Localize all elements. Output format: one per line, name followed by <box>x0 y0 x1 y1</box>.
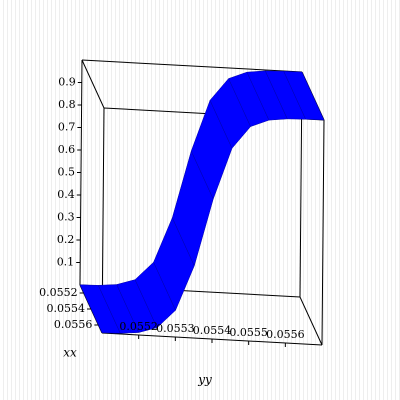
z-tick-label: 0.5 <box>58 166 76 179</box>
z-tick-label: 0.9 <box>58 76 76 89</box>
y-tick-label: 0.0556 <box>266 328 305 341</box>
x-tick-label: 0.0552 <box>39 286 78 299</box>
y-tick-label: 0.0555 <box>229 326 268 339</box>
z-tick-label: 0.8 <box>58 98 76 111</box>
box-edge <box>321 119 325 346</box>
z-tick-label: 0.2 <box>57 233 75 246</box>
box-edge <box>81 59 105 109</box>
z-tick-label: 0.3 <box>57 211 75 224</box>
box-edge <box>299 296 323 346</box>
z-tick-label: 0.7 <box>58 121 76 134</box>
surface-patch <box>283 70 325 121</box>
z-tick-label: 0.1 <box>57 256 75 269</box>
y-tick-label: 0.0553 <box>156 322 195 335</box>
z-tick-label: 0.4 <box>57 188 75 201</box>
z-tick-label: 0.6 <box>58 143 76 156</box>
y-tick-label: 0.0554 <box>193 324 232 337</box>
y-tick-label: 0.0552 <box>119 320 158 333</box>
box-edge <box>81 59 303 73</box>
x-tick-label: 0.0554 <box>47 302 86 315</box>
x-axis-label: xx <box>63 346 77 360</box>
y-axis-label: yy <box>197 373 212 387</box>
x-tick-label: 0.0556 <box>54 318 93 331</box>
